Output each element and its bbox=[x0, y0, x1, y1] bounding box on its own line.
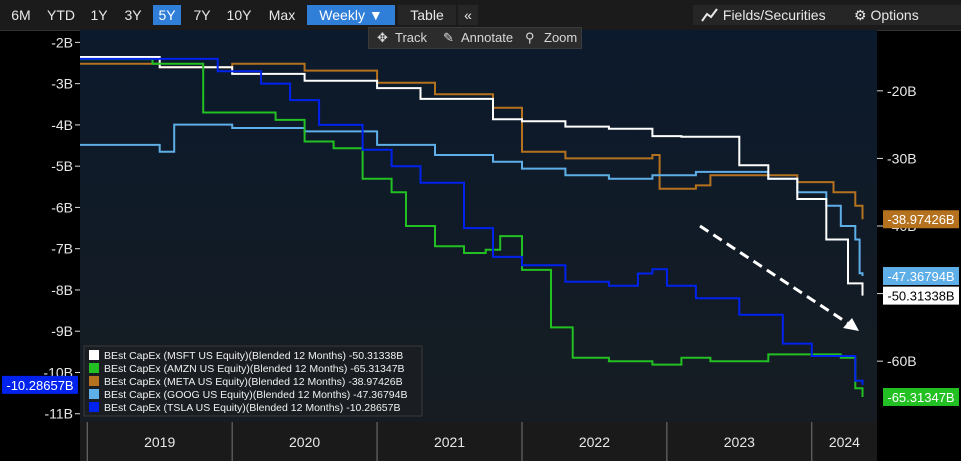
last-value-label: -65.31347B bbox=[887, 390, 954, 405]
chevron-down-icon: ▼ bbox=[368, 7, 383, 23]
collapse-button[interactable]: « bbox=[458, 5, 478, 25]
legend-label: BEst CapEx (TSLA US Equity)(Blended 12 M… bbox=[104, 402, 401, 414]
tools-bar: ✥ Track ✎ Annotate ⚲ Zoom bbox=[368, 27, 582, 49]
x-axis-tick-label: 2021 bbox=[434, 434, 465, 450]
left-axis-tick-label: -7B bbox=[51, 241, 73, 257]
period-5y[interactable]: 5Y bbox=[153, 5, 181, 25]
left-axis-tick-label: -6B bbox=[51, 199, 73, 215]
right-axis-tick-label: -60B bbox=[887, 353, 917, 369]
last-value-badge bbox=[883, 210, 959, 229]
period-7y[interactable]: 7Y bbox=[193, 7, 211, 23]
left-axis-tick-label: -11B bbox=[44, 406, 73, 422]
legend-box bbox=[83, 345, 423, 417]
x-axis-band bbox=[80, 422, 877, 461]
left-axis-tick-label: -2B bbox=[51, 34, 73, 50]
period-3y[interactable]: 3Y bbox=[124, 7, 142, 23]
period-6m[interactable]: 6M bbox=[11, 7, 31, 23]
right-axis-tick-label: -30B bbox=[887, 150, 917, 166]
last-value-label: -38.97426B bbox=[887, 212, 954, 227]
last-value-label: -50.31338B bbox=[887, 289, 954, 304]
legend-swatch bbox=[89, 363, 99, 373]
zoom-tool[interactable]: Zoom bbox=[544, 30, 578, 45]
frequency-dropdown[interactable]: Weekly ▼ bbox=[307, 5, 395, 25]
trend-arrow-annotation bbox=[699, 224, 853, 328]
right-axis-tick-label: -20B bbox=[887, 83, 917, 99]
legend-swatch bbox=[89, 376, 99, 386]
legend-swatch bbox=[89, 402, 99, 412]
left-axis-tick-label: -4B bbox=[51, 117, 73, 133]
series-line bbox=[80, 57, 864, 385]
series-line bbox=[80, 123, 864, 276]
x-axis-tick-label: 2023 bbox=[724, 434, 755, 450]
x-axis-tick-label: 2020 bbox=[289, 434, 320, 450]
series-line bbox=[80, 62, 864, 220]
track-tool[interactable]: Track bbox=[395, 30, 428, 45]
x-axis-tick-label: 2019 bbox=[144, 434, 175, 450]
left-axis-tick-label: -9B bbox=[51, 323, 73, 339]
series-line bbox=[80, 56, 864, 296]
legend-swatch bbox=[89, 350, 99, 360]
x-axis-tick-label: 2024 bbox=[829, 434, 860, 450]
trend-arrow-head bbox=[843, 318, 859, 331]
period-max[interactable]: Max bbox=[268, 7, 296, 23]
options-button[interactable]: ⚙ Options bbox=[846, 5, 961, 25]
fields-securities-button[interactable]: Fields/Securities bbox=[693, 5, 847, 25]
legend-swatch bbox=[89, 389, 99, 399]
left-axis-tick-label: -8B bbox=[51, 282, 73, 298]
last-value-label: -47.36794B bbox=[887, 269, 954, 284]
options-label: Options bbox=[870, 7, 919, 23]
legend-label: BEst CapEx (MSFT US Equity)(Blended 12 M… bbox=[104, 350, 403, 362]
legend-label: BEst CapEx (GOOG US Equity)(Blended 12 M… bbox=[104, 389, 407, 401]
left-axis-tick-label: -3B bbox=[51, 76, 73, 92]
period-1y[interactable]: 1Y bbox=[90, 7, 108, 23]
left-axis-tick-label: -5B bbox=[51, 158, 73, 174]
legend-label: BEst CapEx (META US Equity)(Blended 12 M… bbox=[104, 376, 403, 388]
table-button[interactable]: Table bbox=[398, 5, 456, 25]
gear-icon: ⚙ bbox=[854, 7, 867, 23]
fields-securities-label: Fields/Securities bbox=[722, 7, 826, 23]
x-axis-tick-label: 2022 bbox=[579, 434, 610, 450]
toolbar: 6M YTD 1Y 3Y 5Y 7Y 10Y Max Weekly ▼ Tabl… bbox=[0, 0, 961, 31]
last-value-label: -10.28657B bbox=[6, 378, 73, 393]
last-value-badge bbox=[883, 267, 959, 286]
last-value-badge bbox=[2, 375, 78, 394]
period-10y[interactable]: 10Y bbox=[226, 7, 252, 23]
series-line bbox=[80, 58, 864, 397]
pencil-icon: ✎ bbox=[443, 30, 454, 45]
chart-icon bbox=[701, 8, 718, 22]
frequency-label: Weekly bbox=[319, 7, 365, 23]
annotate-tool[interactable]: Annotate bbox=[461, 30, 514, 45]
legend-label: BEst CapEx (AMZN US Equity)(Blended 12 M… bbox=[104, 363, 405, 375]
period-ytd[interactable]: YTD bbox=[47, 7, 75, 23]
magnifier-icon: ⚲ bbox=[525, 30, 535, 45]
last-value-badge bbox=[883, 387, 959, 406]
last-value-badge bbox=[883, 286, 959, 305]
crosshair-icon: ✥ bbox=[377, 30, 388, 45]
